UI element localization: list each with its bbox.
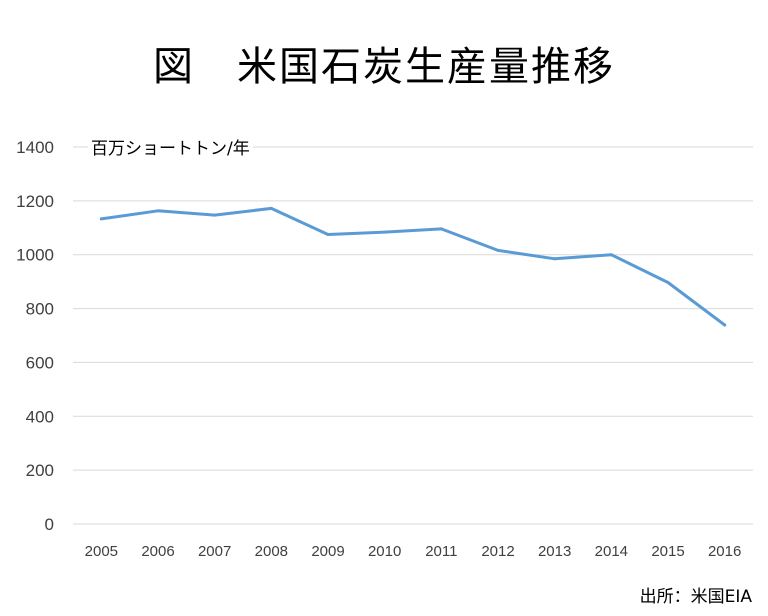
x-tick-label: 2006 [141, 543, 174, 560]
chart-title: 図 米国石炭生産量推移 [153, 44, 615, 90]
x-tick-label: 2012 [481, 543, 514, 560]
x-tick-label: 2008 [255, 543, 288, 560]
x-tick-label: 2016 [708, 543, 741, 560]
y-tick-label: 0 [45, 515, 54, 534]
data-point [99, 217, 103, 221]
x-tick-label: 2011 [425, 543, 457, 560]
y-axis-unit-label: 百万ショートトン/年 [88, 134, 253, 159]
data-point [553, 257, 557, 261]
data-point [666, 280, 670, 284]
source-note: 出所：米国EIA [639, 587, 752, 607]
x-tick-label: 2015 [651, 543, 684, 560]
data-point [213, 213, 217, 217]
data-point [326, 233, 330, 237]
y-tick-label: 1200 [16, 192, 54, 211]
y-tick-label: 1400 [16, 138, 54, 157]
x-tick-label: 2010 [368, 543, 401, 560]
y-tick-label: 200 [26, 461, 54, 480]
data-point [156, 209, 160, 213]
x-tick-label: 2007 [198, 543, 231, 560]
data-point [609, 253, 613, 257]
y-tick-label: 600 [26, 353, 54, 372]
data-point [383, 230, 387, 234]
x-tick-label: 2005 [85, 543, 118, 560]
data-point [496, 248, 500, 252]
x-tick-label: 2014 [595, 543, 628, 560]
y-tick-label: 800 [26, 300, 54, 319]
y-tick-label: 400 [26, 407, 54, 426]
y-tick-label: 1000 [16, 246, 54, 265]
x-tick-label: 2009 [311, 543, 344, 560]
data-point [269, 206, 273, 210]
data-point [439, 227, 443, 231]
data-point [723, 323, 727, 327]
x-tick-label: 2013 [538, 543, 571, 560]
series-line [99, 206, 727, 327]
